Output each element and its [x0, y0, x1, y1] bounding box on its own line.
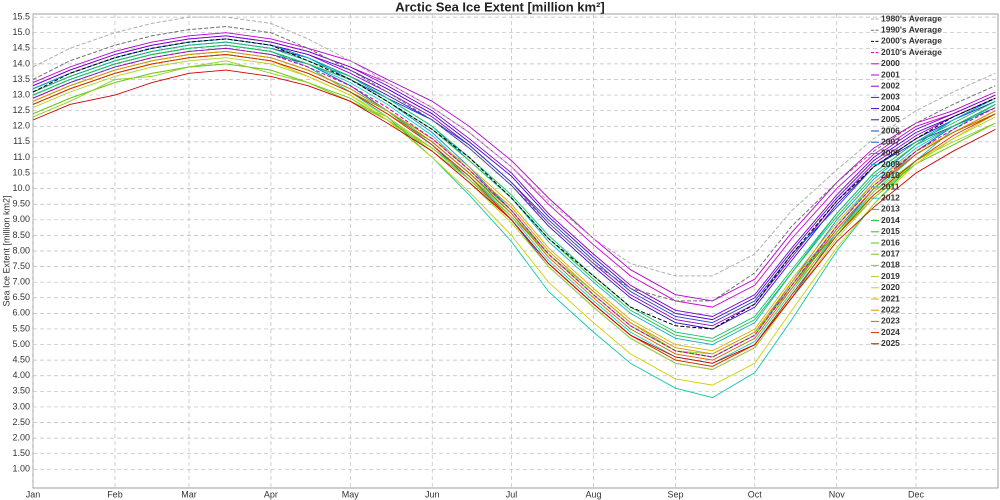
y-axis-label: Sea Ice Extent [million km2]	[1, 195, 11, 306]
y-tick-label: 8.50	[12, 230, 30, 240]
y-tick-label: 5.50	[12, 323, 30, 333]
y-tick-label: 8.00	[12, 245, 30, 255]
y-tick-label: 4.50	[12, 355, 30, 365]
legend-label: 2012	[881, 192, 900, 202]
legend-label: 2007	[881, 136, 900, 146]
y-tick-label: 10.5	[12, 167, 30, 177]
y-tick-label: 10.0	[12, 183, 30, 193]
series-line	[32, 47, 996, 358]
series-line	[32, 38, 996, 321]
x-tick-label: Jul	[506, 489, 518, 499]
y-tick-label: 1.00	[12, 464, 30, 474]
series-line	[32, 16, 996, 277]
legend-label: 2018	[881, 260, 900, 270]
y-tick-label: 7.00	[12, 277, 30, 287]
legend-label: 2020	[881, 282, 900, 292]
legend-label: 2016	[881, 237, 900, 247]
y-tick-label: 9.50	[12, 199, 30, 209]
legend-label: 2008	[881, 148, 900, 158]
series-line	[32, 50, 996, 355]
y-tick-label: 12.0	[12, 121, 30, 131]
legend-label: 2000's Average	[881, 36, 942, 46]
y-tick-label: 14.0	[12, 58, 30, 68]
y-tick-label: 6.50	[12, 292, 30, 302]
y-tick-label: 12.5	[12, 105, 30, 115]
series-line	[32, 38, 996, 330]
y-tick-label: 15.0	[12, 27, 30, 37]
legend-label: 2025	[881, 338, 900, 348]
legend-label: 1990's Average	[881, 24, 942, 34]
y-tick-label: 14.5	[12, 43, 30, 53]
legend-label: 2015	[881, 226, 900, 236]
series-line	[32, 47, 996, 324]
y-tick-label: 3.00	[12, 401, 30, 411]
legend-label: 2004	[881, 103, 900, 113]
series-line	[32, 38, 996, 327]
legend-label: 2014	[881, 215, 900, 225]
legend-label: 2011	[881, 181, 900, 191]
series-line	[32, 54, 996, 358]
y-tick-label: 11.0	[13, 152, 30, 162]
series-line	[32, 69, 996, 364]
x-tick-label: Jan	[26, 489, 41, 499]
series-line	[32, 25, 996, 302]
legend-label: 2005	[881, 114, 900, 124]
y-tick-label: 13.0	[12, 89, 30, 99]
legend-label: 2023	[881, 316, 900, 326]
legend-label: 2006	[881, 125, 900, 135]
y-tick-label: 15.5	[12, 11, 30, 21]
x-tick-label: Aug	[585, 489, 601, 499]
legend-label: 1980's Average	[881, 13, 942, 23]
series-line	[32, 41, 996, 339]
y-tick-label: 1.50	[12, 448, 30, 458]
x-tick-label: Nov	[829, 489, 846, 499]
y-tick-label: 9.00	[12, 214, 30, 224]
legend-label: 2000	[881, 58, 900, 68]
x-tick-label: Sep	[667, 489, 683, 499]
y-tick-label: 7.50	[12, 261, 30, 271]
series-line	[32, 35, 996, 317]
y-tick-label: 6.00	[12, 308, 30, 318]
legend-label: 2013	[881, 204, 900, 214]
y-tick-label: 13.5	[12, 74, 30, 84]
legend-label: 2021	[881, 293, 900, 303]
x-tick-label: Oct	[748, 489, 763, 499]
legend-label: 2010	[881, 170, 900, 180]
y-tick-label: 5.00	[12, 339, 30, 349]
legend-label: 2024	[881, 327, 900, 337]
series-line	[32, 44, 996, 342]
x-tick-label: Mar	[181, 489, 197, 499]
series-line	[32, 57, 996, 370]
legend-label: 2019	[881, 271, 900, 281]
x-tick-label: May	[342, 489, 360, 499]
x-tick-label: Dec	[908, 489, 925, 499]
chart-title: Arctic Sea Ice Extent [million km²]	[395, 0, 605, 14]
legend-label: 2009	[881, 159, 900, 169]
series-line	[32, 32, 996, 302]
x-tick-label: Jun	[425, 489, 440, 499]
legend-label: 2010's Average	[881, 47, 942, 57]
y-tick-label: 2.50	[12, 417, 30, 427]
y-tick-label: 2.00	[12, 432, 30, 442]
x-tick-label: Feb	[107, 489, 123, 499]
legend-label: 2017	[881, 248, 900, 258]
x-tick-label: Apr	[264, 489, 278, 499]
legend-label: 2022	[881, 304, 900, 314]
legend-label: 2001	[881, 69, 900, 79]
y-tick-label: 4.00	[12, 370, 30, 380]
y-tick-label: 11.5	[13, 136, 30, 146]
legend-label: 2002	[881, 80, 900, 90]
legend-label: 2003	[881, 92, 900, 102]
y-tick-label: 3.50	[12, 386, 30, 396]
